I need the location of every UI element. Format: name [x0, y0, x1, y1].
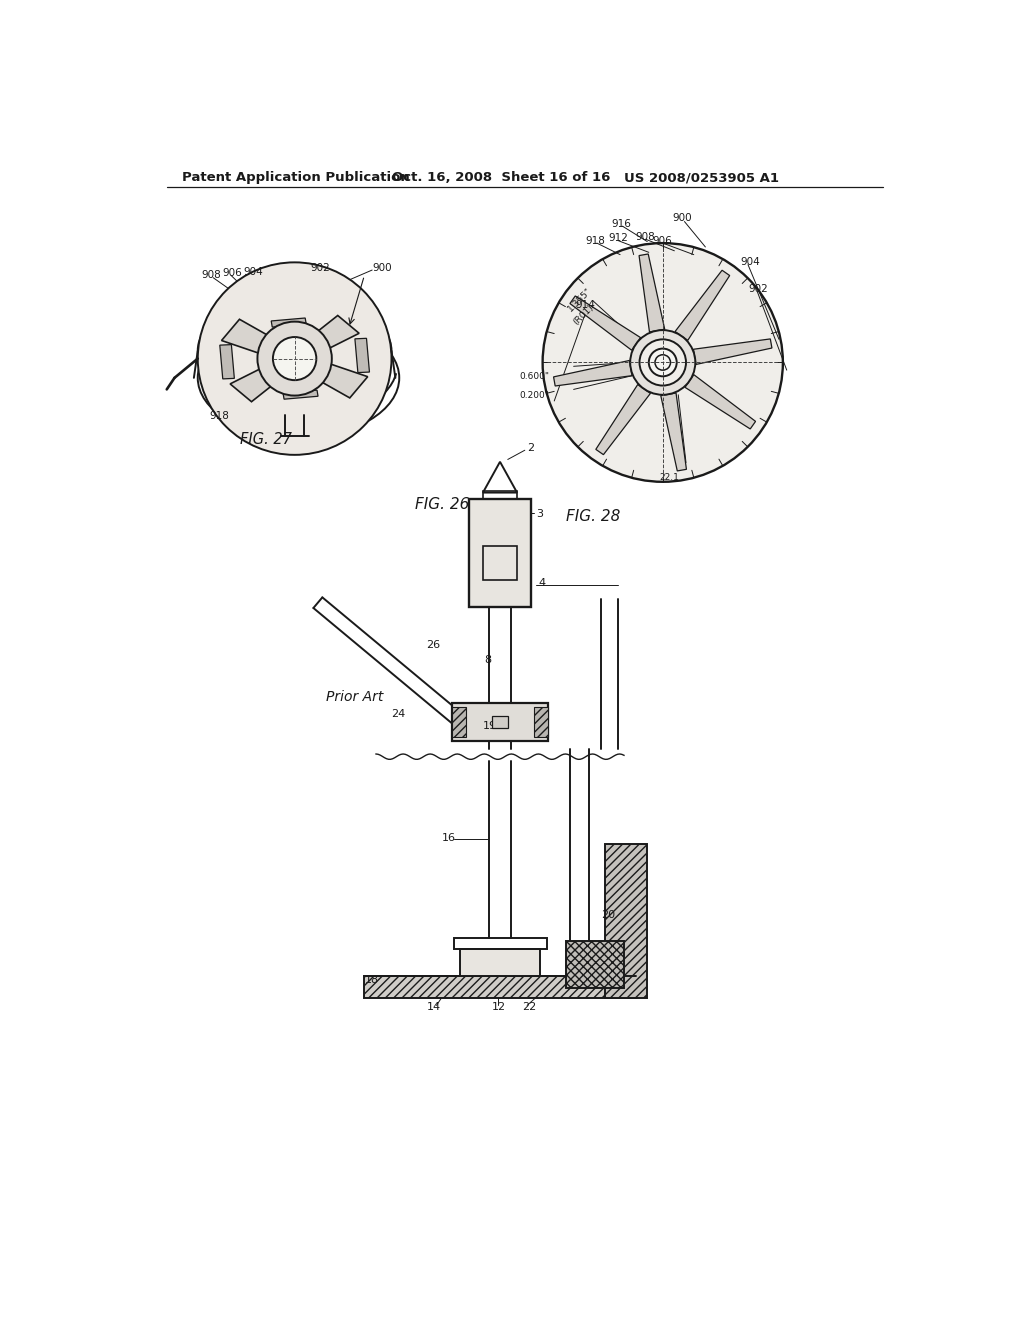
Polygon shape	[675, 271, 730, 341]
Text: 2: 2	[527, 444, 535, 453]
Bar	[483, 545, 517, 579]
Text: 22.1: 22.1	[658, 474, 679, 482]
Text: 904: 904	[244, 267, 263, 277]
Text: 3: 3	[537, 510, 544, 519]
Text: 0.200": 0.200"	[519, 391, 549, 400]
Text: FIG. 28: FIG. 28	[566, 510, 621, 524]
Text: 4: 4	[539, 578, 546, 589]
Circle shape	[630, 330, 695, 395]
Text: Patent Application Publication: Patent Application Publication	[182, 172, 410, 185]
Text: 912: 912	[608, 234, 629, 243]
Text: 902: 902	[748, 284, 768, 294]
Text: 906: 906	[652, 236, 673, 246]
Text: 914: 914	[575, 300, 595, 310]
Bar	[454, 937, 547, 949]
Ellipse shape	[198, 296, 391, 407]
Bar	[483, 491, 517, 499]
Text: FIG. 27: FIG. 27	[241, 432, 292, 447]
Text: (R01): (R01)	[571, 302, 595, 326]
Bar	[452, 706, 466, 738]
Polygon shape	[693, 339, 772, 364]
Text: 26: 26	[426, 640, 440, 649]
Circle shape	[649, 348, 677, 376]
Bar	[566, 941, 624, 987]
Text: Oct. 16, 2008  Sheet 16 of 16: Oct. 16, 2008 Sheet 16 of 16	[391, 172, 610, 185]
Bar	[493, 715, 508, 729]
Polygon shape	[554, 360, 632, 385]
Polygon shape	[639, 253, 665, 331]
Polygon shape	[355, 338, 370, 372]
Bar	[365, 977, 636, 998]
Text: 902: 902	[310, 263, 330, 273]
Text: 906: 906	[222, 268, 243, 279]
Circle shape	[640, 339, 686, 385]
Circle shape	[273, 337, 316, 380]
Polygon shape	[309, 360, 368, 397]
Text: FIG. 26: FIG. 26	[415, 498, 469, 512]
Polygon shape	[660, 393, 686, 471]
Text: 18: 18	[365, 975, 379, 985]
Bar	[604, 843, 647, 998]
Text: 918: 918	[586, 236, 605, 246]
Text: 20: 20	[601, 909, 614, 920]
Circle shape	[257, 322, 332, 396]
Polygon shape	[305, 315, 359, 354]
Polygon shape	[596, 384, 650, 454]
Circle shape	[543, 243, 783, 482]
Polygon shape	[220, 345, 234, 379]
Text: 14: 14	[426, 1002, 440, 1012]
Polygon shape	[230, 364, 285, 401]
Bar	[452, 702, 548, 742]
Text: 916: 916	[611, 219, 632, 228]
Text: 900: 900	[372, 263, 392, 273]
Polygon shape	[570, 296, 641, 350]
Text: 900: 900	[673, 214, 692, 223]
Text: 908: 908	[202, 271, 221, 280]
Text: 918: 918	[209, 412, 229, 421]
Text: 904: 904	[740, 257, 760, 268]
Text: 16: 16	[442, 833, 456, 842]
Text: 19: 19	[483, 721, 497, 731]
Text: US 2008/0253905 A1: US 2008/0253905 A1	[624, 172, 779, 185]
Text: 22: 22	[521, 1002, 536, 1012]
Text: 908: 908	[636, 232, 655, 242]
Polygon shape	[283, 391, 318, 399]
Text: 8: 8	[484, 656, 492, 665]
Text: 24: 24	[391, 709, 406, 719]
Bar	[535, 706, 548, 738]
Text: Prior Art: Prior Art	[326, 690, 383, 705]
Polygon shape	[271, 318, 306, 327]
Bar	[460, 949, 541, 977]
Text: 12: 12	[493, 1002, 507, 1012]
Polygon shape	[221, 319, 280, 356]
Circle shape	[198, 263, 391, 455]
Polygon shape	[685, 375, 756, 429]
Bar	[469, 499, 531, 607]
Text: 1.355": 1.355"	[566, 285, 594, 313]
Text: 0.600": 0.600"	[519, 372, 549, 380]
